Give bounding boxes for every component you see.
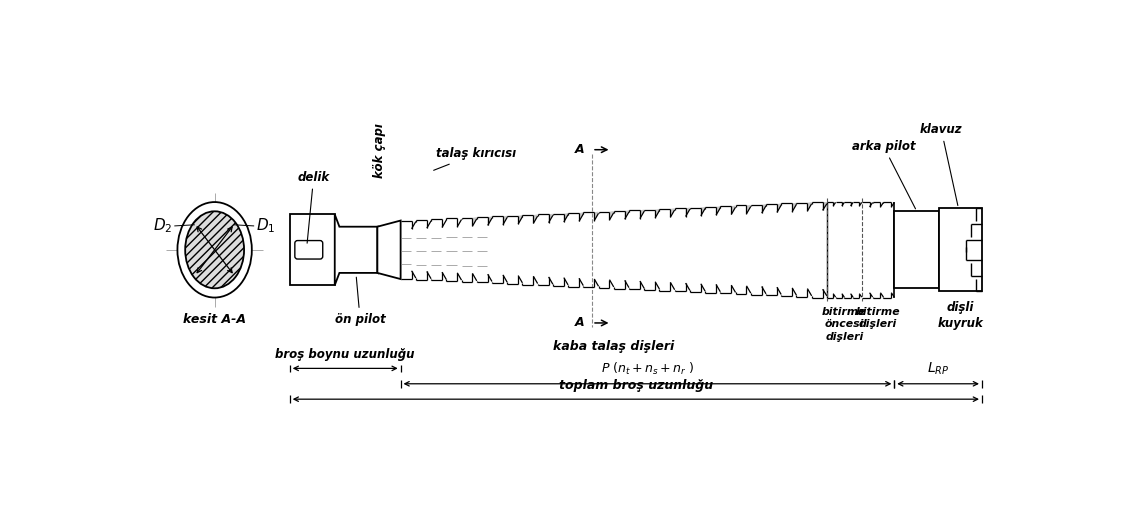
Text: arka pilot: arka pilot <box>852 140 916 209</box>
Polygon shape <box>579 212 583 221</box>
Text: $D_2$: $D_2$ <box>153 217 173 235</box>
Polygon shape <box>640 209 644 219</box>
Polygon shape <box>609 211 614 220</box>
Polygon shape <box>518 215 522 224</box>
Polygon shape <box>503 216 508 225</box>
Text: A: A <box>574 143 584 156</box>
Text: $L_{RP}$: $L_{RP}$ <box>927 361 950 377</box>
Text: delik: delik <box>298 170 329 243</box>
Text: klavuz: klavuz <box>919 123 962 205</box>
Polygon shape <box>716 206 721 215</box>
Text: $D_1$: $D_1$ <box>256 217 275 235</box>
Polygon shape <box>534 214 538 223</box>
Polygon shape <box>564 213 569 222</box>
Polygon shape <box>731 205 735 215</box>
Polygon shape <box>747 205 751 214</box>
Text: bitirme
dişleri: bitirme dişleri <box>856 307 900 329</box>
Text: bitirme
öncesi
dişleri: bitirme öncesi dişleri <box>822 307 866 342</box>
Polygon shape <box>834 202 836 206</box>
Polygon shape <box>700 207 705 216</box>
Text: A: A <box>574 316 584 329</box>
Polygon shape <box>487 216 492 225</box>
FancyBboxPatch shape <box>294 240 323 259</box>
Text: kaba talaş dişleri: kaba talaş dişleri <box>553 340 675 353</box>
Polygon shape <box>792 203 796 212</box>
Polygon shape <box>761 204 766 213</box>
Text: ön pilot: ön pilot <box>335 277 386 326</box>
Polygon shape <box>290 214 335 285</box>
Polygon shape <box>895 211 940 288</box>
Ellipse shape <box>185 211 244 288</box>
Polygon shape <box>655 209 660 218</box>
Polygon shape <box>335 214 378 285</box>
Polygon shape <box>841 202 845 206</box>
Polygon shape <box>670 208 675 217</box>
Polygon shape <box>686 207 690 217</box>
Polygon shape <box>822 202 827 211</box>
Text: talaş kırıcısı: talaş kırıcısı <box>433 148 515 170</box>
Polygon shape <box>548 214 553 223</box>
Polygon shape <box>860 202 862 206</box>
Polygon shape <box>378 220 400 279</box>
Text: toplam broş uzunluğu: toplam broş uzunluğu <box>558 379 713 392</box>
Text: $P\ (n_t + n_s + n_r\ )$: $P\ (n_t + n_s + n_r\ )$ <box>601 361 694 377</box>
Ellipse shape <box>177 202 252 298</box>
Polygon shape <box>940 208 981 292</box>
Polygon shape <box>851 202 853 206</box>
Text: dişli
kuyruk: dişli kuyruk <box>937 301 984 330</box>
Text: broş boynu uzunluğu: broş boynu uzunluğu <box>275 348 415 361</box>
Polygon shape <box>594 212 599 221</box>
Polygon shape <box>473 217 477 226</box>
Polygon shape <box>808 202 812 211</box>
Polygon shape <box>625 211 629 219</box>
Text: kök çapı: kök çapı <box>373 123 386 178</box>
Polygon shape <box>777 203 782 213</box>
Text: kesit A-A: kesit A-A <box>183 313 246 326</box>
